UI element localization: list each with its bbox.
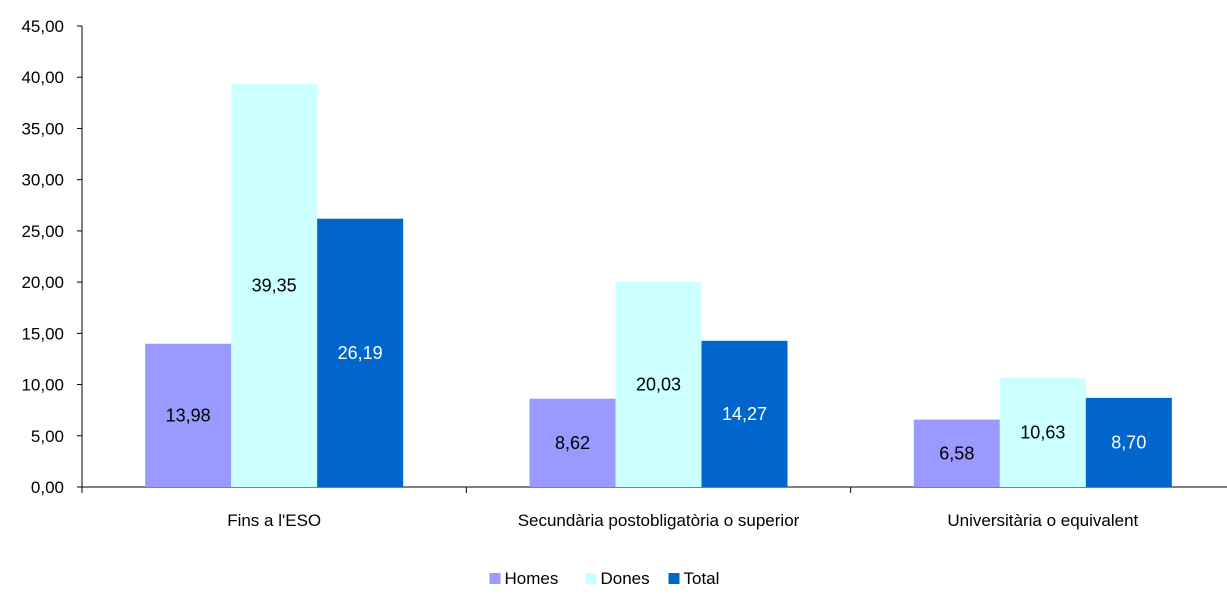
y-tick-label: 10,00 [21,376,64,395]
legend-label: Total [684,569,720,588]
y-tick-label: 25,00 [21,222,64,241]
bar [1085,397,1172,487]
legend-label: Dones [601,569,650,588]
x-tick-label: Secundària postobligatòria o superior [518,511,800,530]
legend: Homes Dones Total [489,569,720,588]
legend-label: Homes [505,569,559,588]
x-tick-label: Universitària o equivalent [947,511,1138,530]
bar-value-label: 39,35 [252,275,297,295]
legend-swatch [489,573,501,584]
bar-value-label: 20,03 [636,374,681,394]
bar [529,398,616,487]
bar-value-label: 6,58 [939,443,974,463]
bar [913,419,1000,487]
legend-swatch [585,573,597,584]
bars [145,83,1172,488]
y-tick-label: 15,00 [21,324,64,343]
y-tick-label: 30,00 [21,171,64,190]
y-tick-label: 35,00 [21,119,64,138]
bar [999,378,1086,487]
x-tick-label: Fins a l'ESO [227,511,321,530]
bar [145,343,232,487]
y-tick-label: 40,00 [21,68,64,87]
bar [317,218,404,487]
y-tick-label: 0,00 [31,478,64,497]
bar [701,340,788,487]
bar-value-label: 13,98 [166,405,211,425]
y-tick-label: 5,00 [31,427,64,446]
bar-value-label: 26,19 [338,343,383,363]
bar [615,281,702,487]
bar-value-label: 8,62 [555,433,590,453]
y-tick-label: 20,00 [21,273,64,292]
bar-value-label: 14,27 [722,404,767,424]
bar [231,83,318,488]
y-axis: 0,00 5,00 10,00 15,00 20,00 25,00 30,00 35,00 40… [21,17,83,497]
y-tick-label: 45,00 [21,17,64,36]
legend-swatch [668,573,680,584]
bar-value-label: 10,63 [1020,423,1065,443]
x-axis: Fins a l'ESO Secundària postobligatòria o… [81,486,1227,530]
bar-value-label: 8,70 [1111,432,1146,452]
bar-labels: 13,98 39,35 26,19 8,62 20,03 14,27 6,58 10,63 8,… [166,275,1147,463]
